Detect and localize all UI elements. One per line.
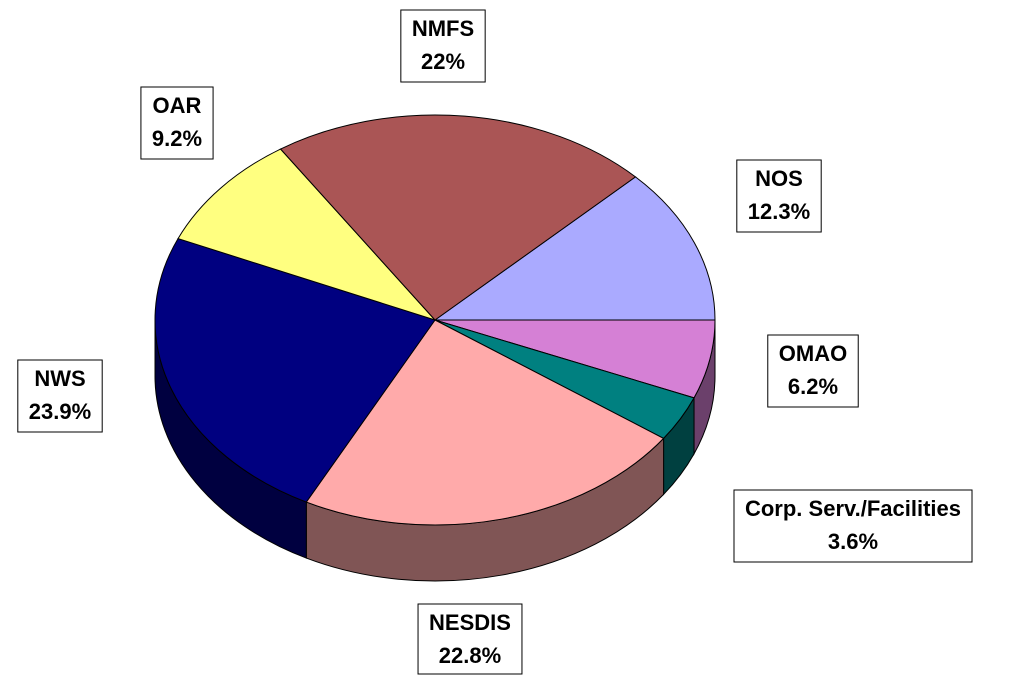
slice — [433, 176, 716, 321]
data-label: OAR 9.2% — [140, 86, 214, 160]
label-box — [417, 603, 523, 675]
slice — [279, 114, 637, 321]
data-label: OMAO 6.2% — [767, 334, 859, 408]
label-value: 22.8% — [439, 643, 501, 668]
label-value: 6.2% — [788, 374, 838, 399]
label-box — [17, 359, 103, 433]
label-value: 23.9% — [29, 399, 91, 424]
label-value: 22% — [421, 49, 465, 74]
slice — [177, 148, 437, 322]
label-box — [767, 334, 859, 408]
label-box — [400, 9, 486, 83]
label-value: 12.3% — [748, 199, 810, 224]
data-label: NMFS 22% — [400, 9, 486, 83]
label-name: OMAO — [779, 341, 847, 366]
slice — [154, 237, 436, 503]
slice — [305, 319, 665, 526]
label-value: 3.6% — [828, 529, 878, 554]
label-name: NWS — [34, 366, 85, 391]
data-label: NESDIS 22.8% — [417, 603, 523, 675]
label-value: 9.2% — [152, 126, 202, 151]
label-name: NMFS — [412, 16, 474, 41]
label-box — [140, 86, 214, 160]
label-box — [733, 489, 973, 563]
label-name: Corp. Serv./Facilities — [745, 496, 961, 521]
label-box — [736, 159, 822, 233]
data-label: NWS 23.9% — [17, 359, 103, 433]
data-label: Corp. Serv./Facilities 3.6% — [733, 489, 973, 563]
label-name: NESDIS — [429, 610, 511, 635]
data-label: NOS 12.3% — [736, 159, 822, 233]
label-name: OAR — [153, 93, 202, 118]
label-name: NOS — [755, 166, 803, 191]
